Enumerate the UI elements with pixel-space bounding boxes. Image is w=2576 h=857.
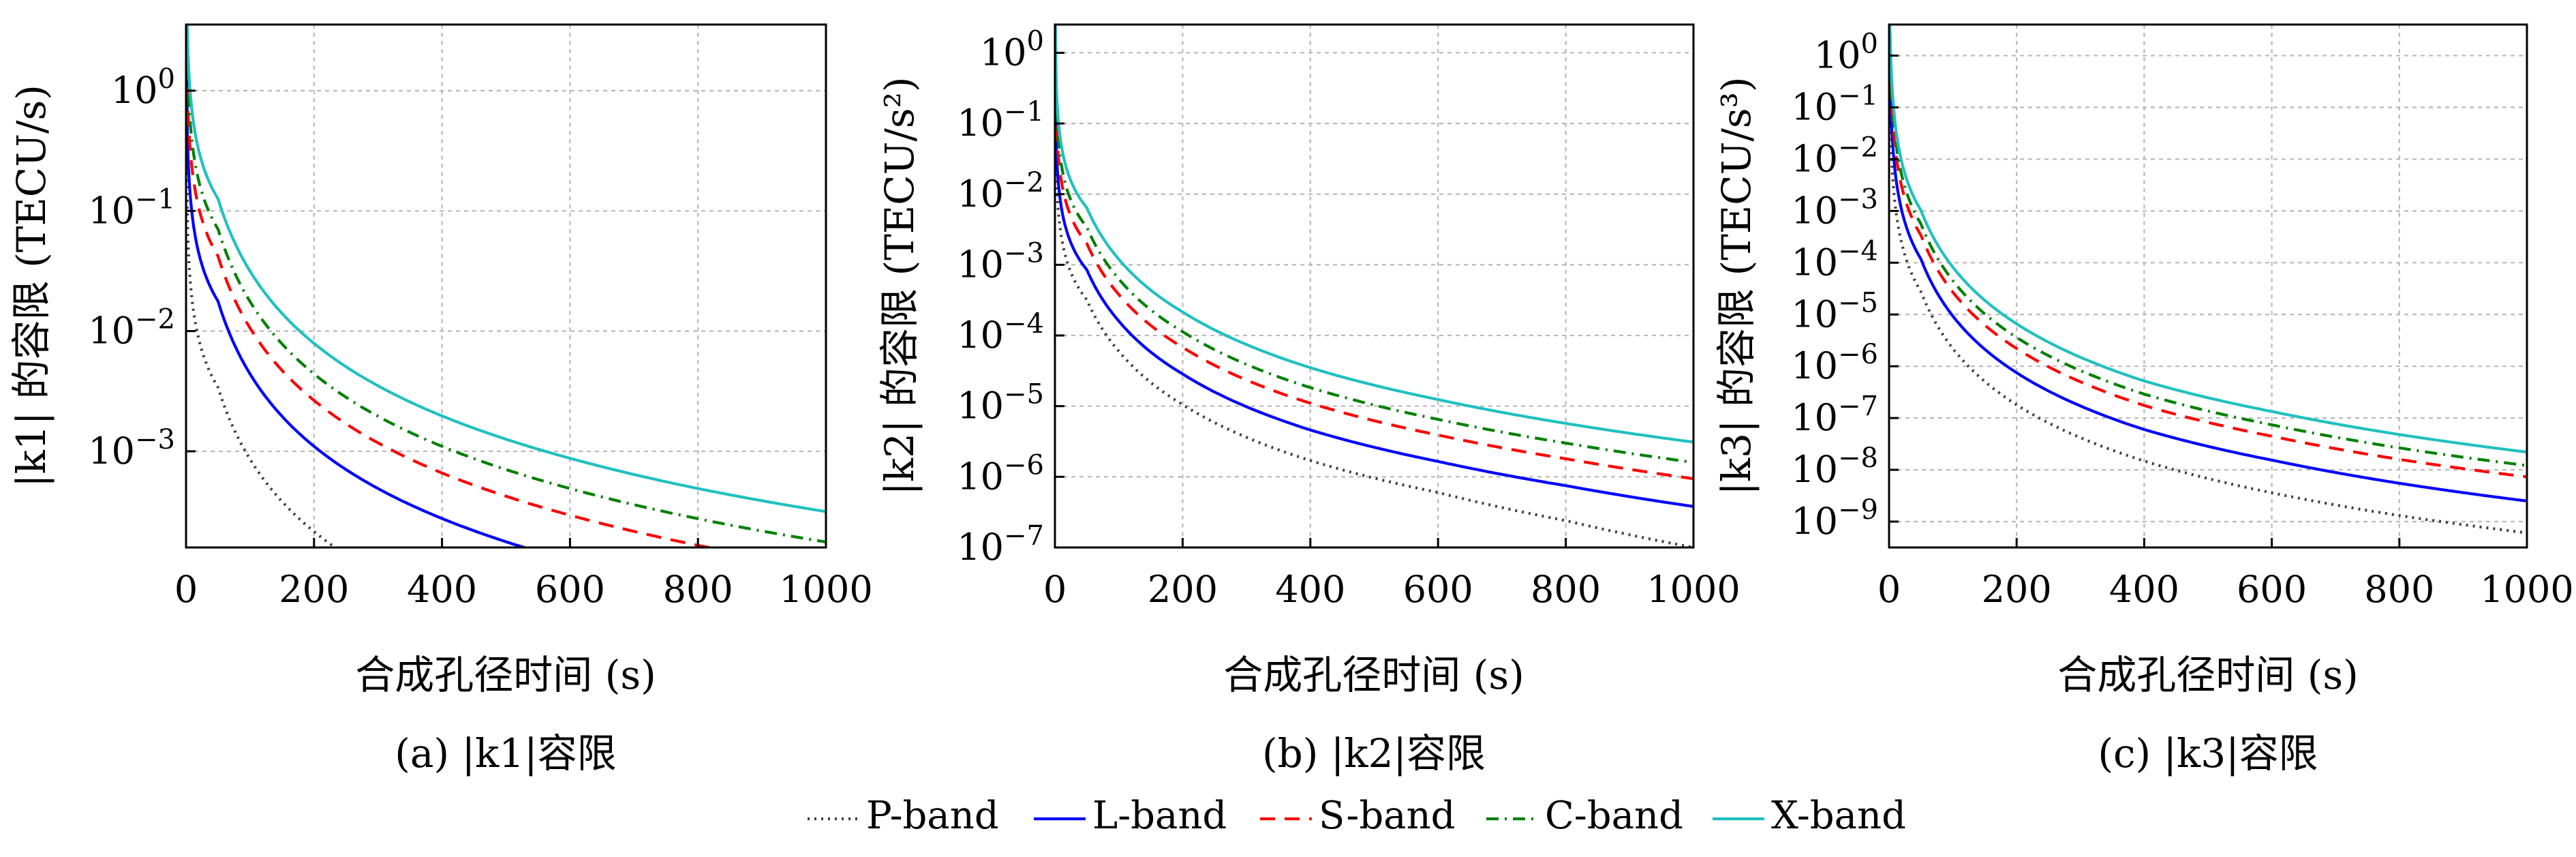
y-tick-label: 10−4 — [1791, 235, 1878, 284]
y-tick-label: 10−6 — [1791, 339, 1878, 387]
x-tick-label: 400 — [2109, 568, 2179, 611]
legend-item-x-band: X-band — [1713, 794, 1906, 838]
series-line-c-band — [186, 25, 826, 544]
axes-frame — [1054, 23, 1695, 549]
x-tick-label: 800 — [1531, 568, 1601, 611]
axes-frame — [1888, 23, 2528, 549]
series-line-l-band — [1055, 25, 1693, 508]
series-line-p-band — [1055, 25, 1693, 547]
x-tick-label: 0 — [1043, 568, 1067, 611]
x-tick-label: 400 — [1275, 568, 1345, 611]
legend-item-p-band: P-band — [808, 794, 999, 838]
series-line-s-band — [1889, 25, 2527, 479]
series-line-p-band — [1889, 25, 2527, 535]
x-axis-label: 合成孔径时间 (s) — [355, 652, 656, 698]
plot-area — [186, 25, 826, 547]
y-tick-label: 10−1 — [88, 183, 175, 232]
x-tick-label: 800 — [663, 568, 733, 611]
series-line-x-band — [1055, 25, 1693, 444]
y-tick-label: 10−9 — [1791, 494, 1878, 543]
y-tick-label: 100 — [980, 25, 1044, 74]
x-tick-label: 0 — [174, 568, 198, 611]
series-line-x-band — [186, 25, 826, 513]
y-tick-label: 10−1 — [957, 96, 1044, 145]
legend-item-l-band: L-band — [1034, 794, 1227, 838]
y-tick-label: 10−7 — [957, 520, 1044, 569]
y-tick-label: 10−2 — [88, 304, 175, 352]
chart-panel-2: 0 200 400 600 800 1000 100 10−1 10−2 10−3 10−4 10−5… — [876, 23, 1741, 777]
legend-label: C-band — [1545, 794, 1683, 838]
axes-frame — [185, 23, 827, 549]
legend-item-c-band: C-band — [1486, 794, 1683, 838]
x-tick-label: 600 — [535, 568, 605, 611]
series-line-l-band — [186, 25, 530, 547]
plot-area — [1889, 25, 2527, 535]
y-tick-label: 10−2 — [957, 167, 1044, 215]
legend-item-s-band: S-band — [1260, 794, 1455, 838]
x-tick-label: 600 — [2237, 568, 2307, 611]
panel-caption: (b) |k2|容限 — [1262, 730, 1486, 777]
y-tick-label: 10−2 — [1791, 132, 1878, 180]
legend-label: X-band — [1771, 794, 1906, 838]
y-tick-label: 100 — [1814, 29, 1878, 77]
y-tick-label: 10−3 — [957, 237, 1044, 286]
y-tick-label: 10−7 — [1791, 391, 1878, 439]
series-line-s-band — [1055, 25, 1693, 481]
panel-caption: (a) |k1|容限 — [395, 730, 616, 777]
y-tick-label: 10−3 — [88, 424, 175, 472]
x-tick-label: 200 — [279, 568, 349, 611]
x-tick-label: 800 — [2364, 568, 2434, 611]
x-tick-label: 1000 — [1646, 568, 1740, 611]
series-line-s-band — [186, 25, 716, 547]
y-tick-label: 10−5 — [957, 379, 1044, 427]
y-tick-label: 10−4 — [957, 308, 1044, 357]
y-tick-label: 10−3 — [1791, 183, 1878, 232]
y-tick-label: 10−5 — [1791, 287, 1878, 335]
x-tick-label: 400 — [407, 568, 477, 611]
series-line-x-band — [1889, 25, 2527, 454]
y-tick-label: 10−1 — [1791, 80, 1878, 129]
x-tick-label: 1000 — [2480, 568, 2573, 611]
panel-caption: (c) |k3|容限 — [2098, 730, 2318, 777]
legend-label: L-band — [1092, 794, 1227, 838]
y-tick-label: 10−8 — [1791, 442, 1878, 491]
chart-panel-1: 0 200 400 600 800 1000 100 10−1 10−2 10−3 合成孔径时间 (… — [8, 23, 873, 777]
series-line-l-band — [1889, 25, 2527, 502]
series-line-c-band — [1055, 25, 1693, 464]
x-tick-label: 600 — [1403, 568, 1473, 611]
y-axis-label: |k2| 的容限 (TECU/s²) — [876, 76, 923, 495]
x-tick-label: 200 — [1148, 568, 1218, 611]
legend-label: P-band — [866, 794, 999, 838]
x-axis-label: 合成孔径时间 (s) — [2057, 652, 2358, 698]
legend: P-band L-band S-band C-band X-band — [808, 794, 1906, 838]
y-tick-label: 10−6 — [957, 449, 1044, 498]
x-tick-label: 1000 — [779, 568, 872, 611]
y-axis-label: |k1| 的容限 (TECU/s) — [8, 85, 55, 487]
legend-label: S-band — [1319, 794, 1455, 838]
chart-panel-3: 0 200 400 600 800 1000 10010−110−210−310−410−5… — [1713, 23, 2574, 777]
x-tick-label: 0 — [1877, 568, 1901, 611]
x-tick-label: 200 — [1982, 568, 2052, 611]
series-line-c-band — [1889, 25, 2527, 467]
plot-area — [1055, 25, 1693, 547]
y-axis-label: |k3| 的容限 (TECU/s³) — [1713, 76, 1760, 495]
y-tick-label: 100 — [111, 63, 175, 112]
x-axis-label: 合成孔径时间 (s) — [1223, 652, 1524, 698]
